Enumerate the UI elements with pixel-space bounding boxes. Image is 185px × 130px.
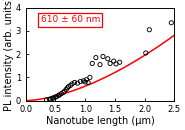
Point [63,90,66,92]
Point [69,84,72,87]
Point [66,87,69,89]
Point [88,76,91,78]
Point [84,81,87,83]
Point [82,80,85,82]
Point [112,60,115,62]
Point [76,82,79,84]
Point [91,62,94,64]
Point [102,55,105,57]
Point [148,29,151,31]
Point [144,52,147,54]
Point [65,88,68,90]
Point [55,95,58,98]
Point [48,98,51,100]
Text: 610 ± 60 nm: 610 ± 60 nm [41,15,100,24]
Point [54,96,57,98]
Point [79,80,82,83]
Point [67,86,70,88]
Point [115,63,117,65]
Point [57,94,60,96]
Point [106,58,109,60]
Point [71,83,74,85]
Point [49,98,52,100]
Point [60,93,63,95]
Point [87,81,90,83]
Point [118,61,121,63]
Point [99,64,102,66]
Point [45,99,48,101]
Point [58,94,61,96]
Point [62,91,65,93]
Point [109,62,112,64]
Point [85,79,88,81]
Y-axis label: PL intensity (arb. units): PL intensity (arb. units) [4,0,14,111]
X-axis label: Nanotube length (μm): Nanotube length (μm) [46,116,154,126]
Point [170,22,173,24]
Point [51,97,54,99]
Point [73,81,76,83]
Point [94,57,97,59]
Point [52,97,55,99]
